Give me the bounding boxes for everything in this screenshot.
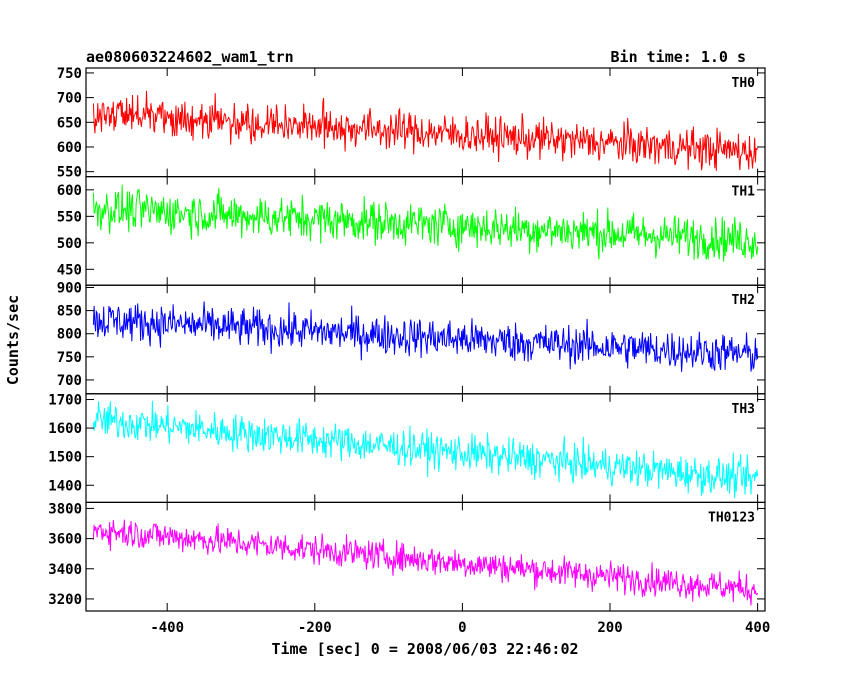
y-tick-label: 1600 xyxy=(48,421,82,437)
y-tick-label: 700 xyxy=(57,373,82,389)
series-line-th2 xyxy=(92,301,759,372)
series-line-th0 xyxy=(92,90,759,171)
y-tick-label: 600 xyxy=(57,140,82,156)
panel-label-th1: TH1 xyxy=(732,185,756,200)
x-tick-label: 200 xyxy=(597,620,622,636)
panel-label-th0: TH0 xyxy=(732,76,756,91)
panel-th3: 1400 1500 1600 1700 TH3 xyxy=(48,393,766,503)
x-tick-label: -200 xyxy=(298,620,332,636)
x-tick-label: 0 xyxy=(458,620,466,636)
y-tick-label: 800 xyxy=(57,327,82,343)
series-line-th3 xyxy=(92,400,759,499)
panel-frame-th0123 xyxy=(85,501,766,612)
y-tick-label: 3800 xyxy=(48,501,82,517)
y-tick-label: 1500 xyxy=(48,450,82,466)
panel-th0: 550 600 650 700 750 TH0 xyxy=(57,66,766,181)
panel-th0123: 3200 3400 3600 3800 TH0123 xyxy=(48,501,766,612)
y-tick-label: 850 xyxy=(57,304,82,320)
series-line-th1 xyxy=(92,184,759,262)
panel-label-th3: TH3 xyxy=(732,402,755,417)
series-line-th0123 xyxy=(92,519,759,606)
panel-frame-th1 xyxy=(85,176,766,286)
y-tick-label: 3600 xyxy=(48,532,82,548)
y-axis-label: Counts/sec xyxy=(4,295,22,385)
bin-time-label: Bin time: 1.0 s xyxy=(611,48,746,66)
panel-label-th0123: TH0123 xyxy=(708,510,755,525)
panel-th1: 450 500 550 600 TH1 xyxy=(57,176,766,286)
y-tick-label: 750 xyxy=(57,66,82,82)
y-tick-label: 900 xyxy=(57,281,82,297)
chart-title: ae080603224602_wam1_trn xyxy=(86,48,294,66)
y-tick-label: 1400 xyxy=(48,478,82,494)
y-tick-label: 550 xyxy=(57,209,82,225)
y-tick-label: 750 xyxy=(57,350,82,366)
y-tick-label: 500 xyxy=(57,236,82,252)
panels-group: 550 600 650 700 750 TH0 450 500 550 600 TH1 700 750 8… xyxy=(48,66,766,612)
x-tick-label: -400 xyxy=(150,620,184,636)
x-tick-label: 400 xyxy=(745,620,770,636)
y-tick-label: 700 xyxy=(57,91,82,107)
y-tick-label: 3200 xyxy=(48,592,82,608)
y-tick-label: 600 xyxy=(57,183,82,199)
x-axis-label: Time [sec] 0 = 2008/06/03 22:46:02 xyxy=(271,640,578,658)
x-tick-labels: -400 -200 0 200 400 xyxy=(150,620,770,636)
y-tick-label: 1700 xyxy=(48,393,82,409)
y-tick-label: 550 xyxy=(57,165,82,181)
y-tick-label: 3400 xyxy=(48,562,82,578)
panel-frame-th0 xyxy=(85,67,766,178)
panel-label-th2: TH2 xyxy=(732,293,755,308)
y-tick-label: 650 xyxy=(57,115,82,131)
y-tick-label: 450 xyxy=(57,262,82,278)
panel-th2: 700 750 800 850 900 TH2 xyxy=(57,281,766,395)
